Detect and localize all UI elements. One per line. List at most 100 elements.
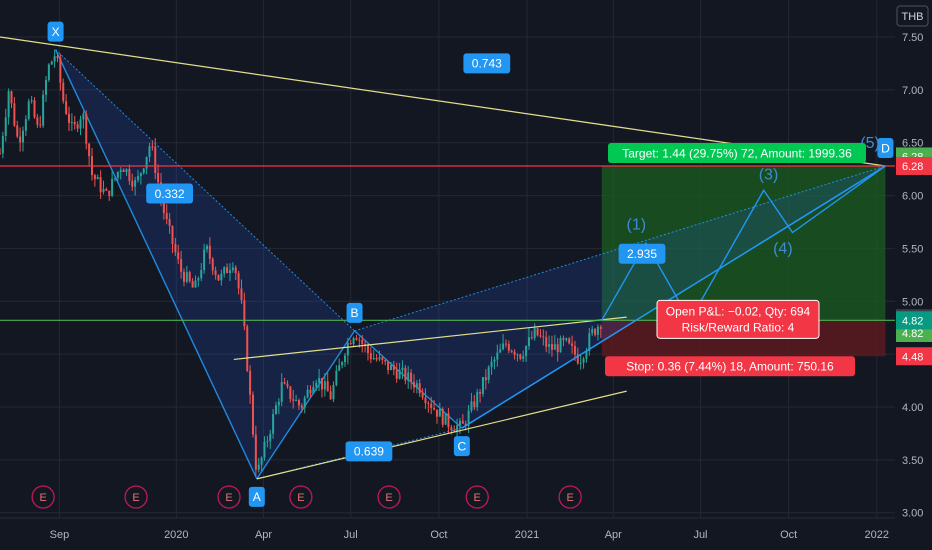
candle-body [180,259,183,272]
candle-body [73,122,76,125]
candle-body [366,345,369,354]
earnings-marker-label: E [566,492,573,504]
candle-body [148,146,151,157]
candle-body [441,408,444,425]
candle-body [493,359,496,362]
candle-body [191,281,194,288]
candle-body [211,258,214,271]
candle-body [573,345,576,355]
earnings-marker-circle [217,485,241,509]
pattern-point-b-bg [346,302,363,323]
candle-body [231,267,234,271]
candle-body [343,355,346,363]
candle-body [381,357,384,361]
currency-badge: THB [896,5,929,27]
candle-body [464,423,467,426]
candle-body [0,153,1,155]
currency-label: THB [902,11,924,23]
candle-body [389,365,392,371]
candle-body [246,326,249,371]
candle-body [384,360,387,362]
candle-body [13,103,16,126]
candle-body [7,91,10,118]
candle-body [444,413,447,425]
candle-body [410,372,413,382]
candle-body [341,362,344,366]
candle-body [335,370,338,385]
candle-body [134,180,137,187]
candle-body [346,342,349,356]
candle-body [323,381,326,390]
candle-body [458,420,461,426]
candle-body [234,267,237,274]
earnings-marker-circle [289,485,313,509]
candle-body [79,119,82,129]
candle-body [50,61,53,65]
price-candles [0,49,602,476]
ratio-label-text: 0.639 [354,445,384,459]
earnings-marker: E [217,485,241,509]
time-axis-bg [0,518,932,550]
candle-body [415,383,418,388]
time-tick-label: 2020 [164,529,188,541]
candle-body [387,361,390,371]
time-tick-label: Oct [430,529,447,541]
candle-body [306,389,309,398]
candle-body [438,408,441,417]
candle-body [122,169,125,173]
earnings-marker: E [465,485,489,509]
candle-body [208,245,211,259]
candle-body [16,125,19,137]
candle-body [470,401,473,411]
pattern-point-c: C [453,436,470,457]
candle-body [588,333,591,351]
target-label-bg [608,142,866,163]
earnings-marker: E [124,485,148,509]
candle-body [326,381,329,392]
candle-body [274,405,277,414]
time-tick-label: Oct [780,529,797,541]
pattern-point-x-text: X [52,25,60,39]
leg-xa [54,49,258,480]
candle-body [27,101,30,120]
candle-body [568,338,571,344]
candle-body [70,122,73,124]
target-label: Target: 1.44 (29.75%) 72, Amount: 1999.3… [608,142,866,163]
price-tick-label: 3.50 [902,455,923,467]
grid [0,0,895,518]
stop-label: Stop: 0.36 (7.44%) 18, Amount: 750.16 [605,356,855,377]
candle-body [545,337,548,347]
candle-body [177,252,180,260]
candle-body [266,441,269,443]
candle-body [479,392,482,394]
candle-body [44,79,47,95]
price-tick-label: 4.00 [902,402,923,414]
candle-body [24,119,27,131]
pattern-point-b: B [346,302,363,323]
candle-body [490,361,493,368]
candle-body [312,386,315,394]
candle-body [375,358,378,360]
candle-body [559,338,562,353]
candle-body [182,271,185,282]
candle-body [553,344,556,350]
candle-body [21,130,24,143]
candle-body [522,356,525,359]
earnings-marker-circle [377,485,401,509]
price-tick-label: 5.50 [902,243,923,255]
time-axis[interactable]: Sep 2020 Apr Jul Oct 2021 Apr Jul Oct 2022 [0,517,932,550]
candle-body [65,101,68,114]
position-zones [601,165,886,357]
earnings-marker: E [31,485,55,509]
candle-body [481,377,484,394]
candle-body [263,441,266,458]
candle-body [562,338,565,341]
price-axis[interactable]: 3.003.504.004.505.005.506.006.507.007.50… [895,0,932,550]
pattern-point-a: A [248,486,265,507]
candle-body [251,394,254,435]
target-label-text: Target: 1.44 (29.75%) 72, Amount: 1999.3… [622,146,852,160]
candle-body [203,249,206,271]
candle-body [194,280,197,288]
